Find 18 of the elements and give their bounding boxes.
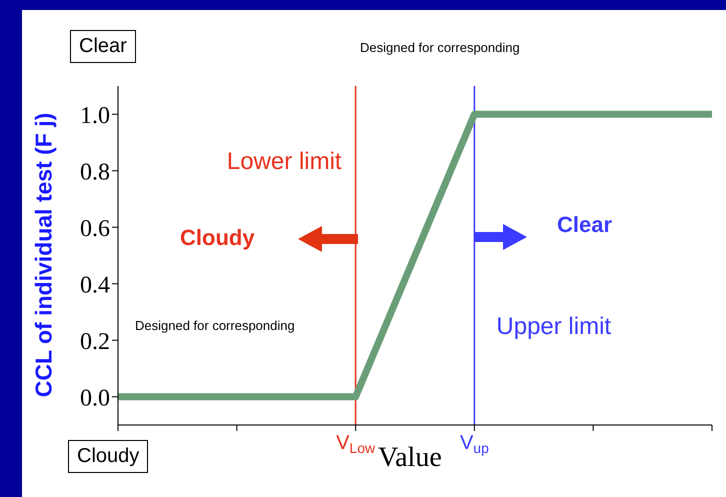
- text: Designed for corresponding: [360, 40, 520, 55]
- y-tick-label: 0.8: [80, 159, 110, 186]
- y-tick-label: 0.4: [80, 272, 110, 298]
- y-tick-label: 1.0: [80, 102, 110, 129]
- annotation: Designed for corresponding: [135, 318, 295, 333]
- ref-line-label: Upper limit: [496, 313, 612, 341]
- x-axis-title: Value: [378, 442, 442, 474]
- y-tick-label: 0.2: [80, 328, 110, 355]
- text: Clear: [70, 30, 136, 63]
- y-axis-title: CCL of individual test (F j): [30, 112, 58, 398]
- annotation: Cloudy: [180, 225, 255, 251]
- y-tick-label: 0.0: [80, 385, 110, 412]
- x-tick-label: V$_{Low}$: [336, 432, 376, 456]
- annotation: Clear: [557, 212, 612, 238]
- ref-line-label: Lower limit: [226, 148, 342, 176]
- y-tick-label: 0.6: [80, 216, 110, 242]
- x-tick-label: V$_{up}$: [460, 432, 490, 456]
- text: Cloudy: [68, 440, 148, 473]
